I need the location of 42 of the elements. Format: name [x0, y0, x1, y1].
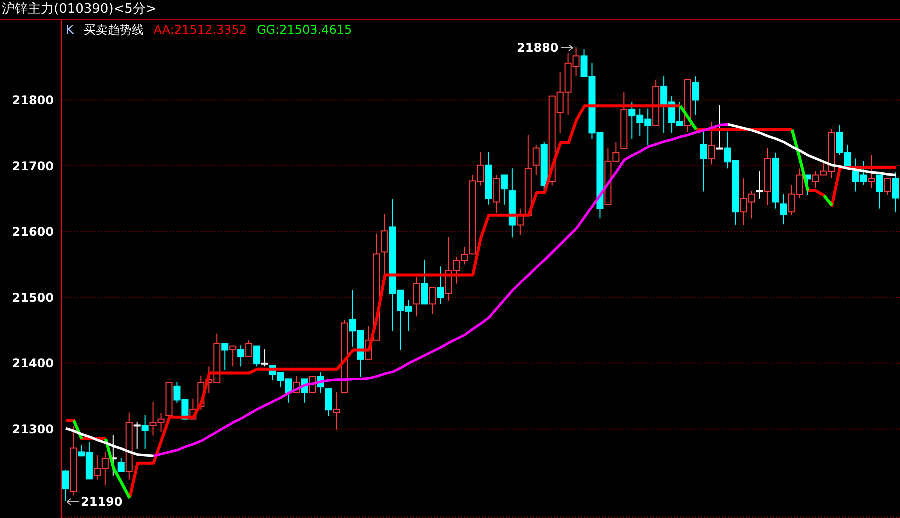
- y-tick-label: 21300: [12, 422, 54, 436]
- candlestick: [492, 174, 500, 214]
- y-tick-label: 21600: [12, 225, 54, 240]
- candlestick: [246, 340, 253, 358]
- annotation: K: [66, 22, 74, 38]
- chart-subtitle: 买卖趋势线: [84, 22, 144, 38]
- y-tick-label: 21700: [12, 159, 54, 174]
- candlestick: [437, 266, 444, 305]
- candlestick: [780, 194, 788, 226]
- candlestick: [413, 276, 420, 318]
- candlestick: [876, 174, 884, 210]
- candlestick: [134, 421, 141, 450]
- line-series: [152, 123, 730, 458]
- candlestick: [868, 155, 876, 189]
- candlestick: [222, 343, 229, 370]
- candlestick: [708, 121, 716, 166]
- candlestick: [532, 144, 540, 176]
- y-tick-label: 21400: [12, 356, 54, 371]
- candlestick: [500, 174, 508, 206]
- annotation: 21880: [516, 40, 559, 56]
- chart-title: 沪锌主力(010390)<5分>: [0, 0, 900, 20]
- candlestick: [230, 346, 237, 368]
- candlestick: [716, 105, 724, 150]
- candlestick: [254, 346, 261, 368]
- annotation: 21190: [80, 494, 123, 510]
- candlestick: [118, 458, 125, 472]
- candlestick: [692, 76, 700, 116]
- candlestick: [142, 414, 149, 450]
- candlestick: [238, 345, 245, 368]
- candlestick: [756, 170, 764, 200]
- candlestick: [421, 260, 428, 305]
- candlestick: [892, 172, 900, 213]
- candlestick: [325, 388, 332, 417]
- candlestick: [333, 392, 340, 430]
- candlestick: [62, 469, 69, 502]
- candlestick: [262, 349, 269, 368]
- candlestick: [429, 287, 436, 315]
- y-tick-label: 21500: [12, 290, 54, 305]
- y-tick-label: 21800: [12, 94, 54, 108]
- text: AA:21512.3352: [154, 22, 247, 38]
- candlestick: [884, 178, 892, 196]
- text: GG:21503.4615: [257, 22, 352, 38]
